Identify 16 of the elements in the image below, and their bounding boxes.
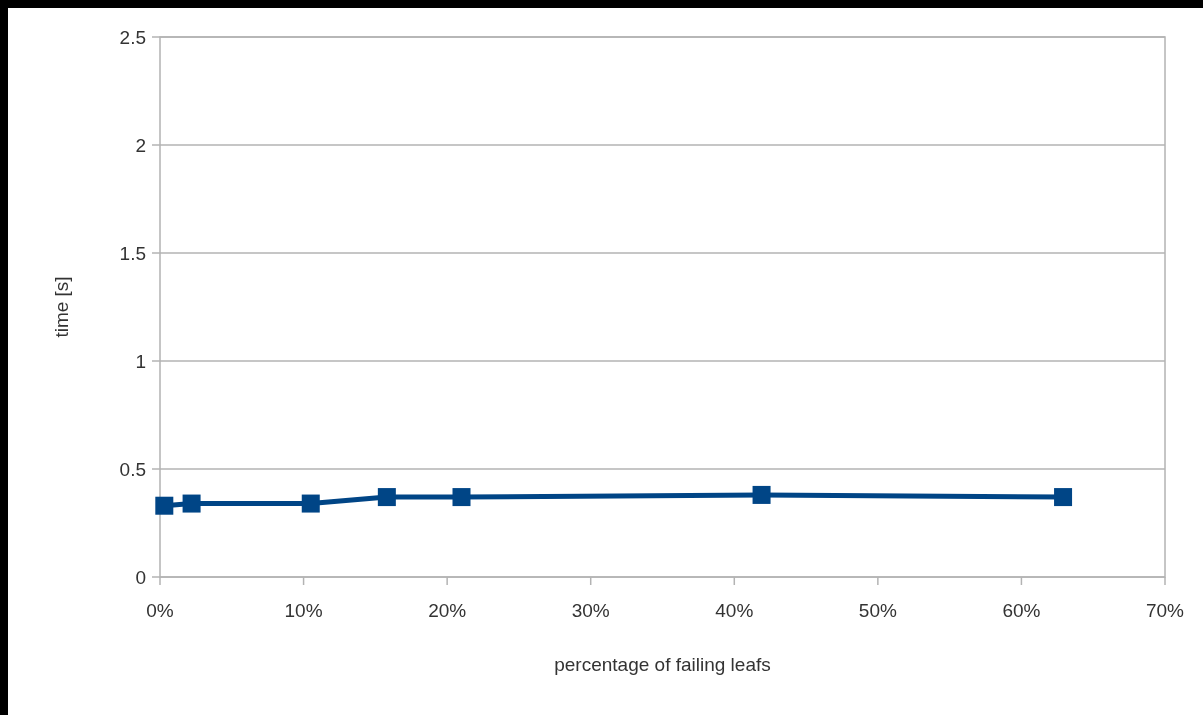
y-tick-label: 1.5 [119, 242, 146, 264]
x-axis-title: percentage of failing leafs [554, 654, 771, 675]
y-tick-label: 2.5 [119, 26, 146, 48]
x-tick-label: 0% [146, 600, 174, 621]
y-tick-label: 1 [135, 350, 146, 372]
x-tick-label: 60% [1002, 600, 1041, 621]
x-tick-label: 20% [428, 600, 467, 621]
x-tick-label: 10% [284, 600, 323, 621]
x-tick-label: 50% [858, 600, 897, 621]
y-axis-title: time [s] [51, 276, 72, 338]
y-tick-label: 0 [135, 566, 146, 588]
y-tick-label: 0.5 [119, 458, 146, 480]
x-tick-label: 70% [1145, 600, 1185, 621]
x-tick-label: 30% [571, 600, 610, 621]
x-tick-label: 40% [715, 600, 754, 621]
y-tick-label: 2 [135, 134, 146, 156]
